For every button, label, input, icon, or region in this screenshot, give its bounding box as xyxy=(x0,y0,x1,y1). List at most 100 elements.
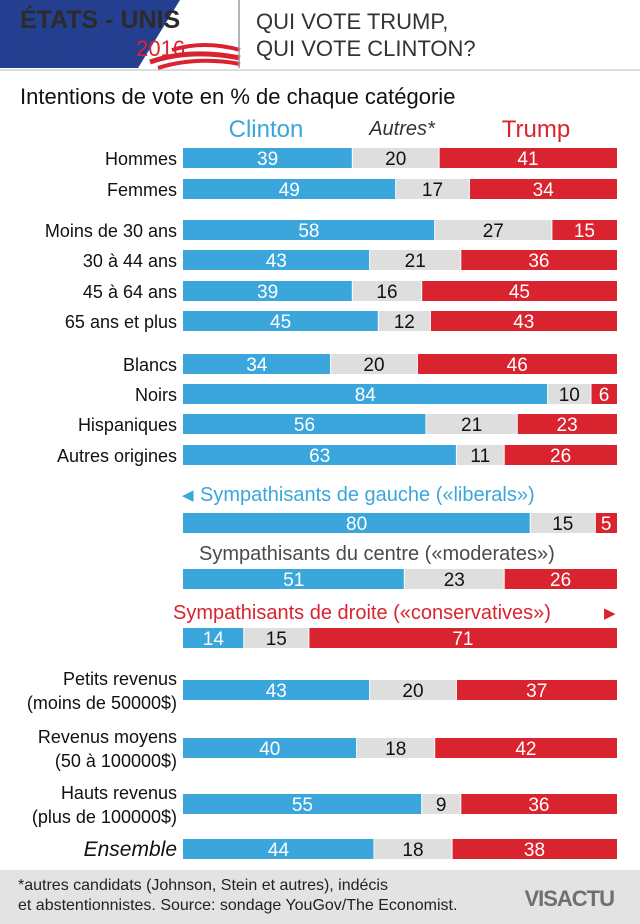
row-label: Ensemble xyxy=(84,838,177,861)
header-year: 2016 xyxy=(136,36,185,61)
bar-autres xyxy=(404,569,505,589)
header-subtitle: ÉLECTION 2016 xyxy=(20,36,185,61)
bar-trump xyxy=(417,354,617,374)
row-label: 65 ans et plus xyxy=(65,312,177,332)
data-label-autres: 11 xyxy=(470,446,490,467)
data-label-autres: 17 xyxy=(422,180,443,201)
data-label-clinton: 63 xyxy=(309,446,330,467)
bar-trump xyxy=(469,179,617,199)
data-label-autres: 21 xyxy=(461,415,482,436)
group-gauche-header: ◀ Sympathisants de gauche («liberals») xyxy=(182,484,535,506)
group-droite-label: Sympathisants de droite («conservatives»… xyxy=(173,602,551,624)
bar-trump xyxy=(452,839,617,859)
group-droite-arrow: ▶ xyxy=(604,604,616,622)
group-droite-header: Sympathisants de droite («conservatives»… xyxy=(173,602,616,624)
bar-autres xyxy=(374,839,453,859)
row-label-sub: (moins de 50000$) xyxy=(27,693,177,713)
bar-clinton xyxy=(183,220,435,240)
chart-title: Intentions de vote en % de chaque catégo… xyxy=(20,84,455,109)
row-label: Hommes xyxy=(105,149,177,169)
bar-trump xyxy=(456,680,617,700)
data-label-clinton: 44 xyxy=(268,840,290,861)
legend-trump: Trump xyxy=(502,116,570,143)
bar-trump xyxy=(421,281,617,301)
data-label-clinton: 45 xyxy=(270,312,291,333)
data-label-autres: 16 xyxy=(376,282,397,303)
footnote: *autres candidats (Johnson, Stein et aut… xyxy=(18,876,518,916)
row-label: Hauts revenus xyxy=(61,783,177,803)
bar-autres xyxy=(352,281,422,301)
bar-clinton xyxy=(183,148,353,168)
row-label-sub: (plus de 100000$) xyxy=(32,807,177,827)
data-label-autres: 23 xyxy=(444,570,465,591)
data-label-trump: 38 xyxy=(524,840,545,861)
data-label-trump: 43 xyxy=(513,312,534,333)
data-label-trump: 41 xyxy=(517,149,538,170)
chart: ÉTATS - UNIS ÉLECTION 2016 QUI VOTE TRUM… xyxy=(0,0,640,861)
data-label-clinton: 80 xyxy=(346,514,367,535)
bar-autres xyxy=(369,680,457,700)
bar-trump xyxy=(551,220,617,240)
bar-trump xyxy=(460,794,617,814)
data-label-trump: 26 xyxy=(550,446,571,467)
data-label-autres: 18 xyxy=(385,739,406,760)
row-label: 30 à 44 ans xyxy=(83,251,177,271)
bar-autres xyxy=(434,220,552,240)
data-label-clinton: 49 xyxy=(279,180,300,201)
bar-clinton xyxy=(183,794,422,814)
header-election: ÉLECTION xyxy=(20,36,130,61)
row-label: Petits revenus xyxy=(63,669,177,689)
data-label-autres: 15 xyxy=(266,629,287,650)
bar-trump xyxy=(595,513,617,533)
data-label-trump: 36 xyxy=(528,795,549,816)
us-flag-icon xyxy=(0,0,241,70)
footer: *autres candidats (Johnson, Stein et aut… xyxy=(0,870,640,924)
legend: Clinton Autres* Trump xyxy=(229,116,571,143)
data-label-trump: 46 xyxy=(507,355,528,376)
header: ÉTATS - UNIS ÉLECTION 2016 QUI VOTE TRUM… xyxy=(0,0,640,71)
bar-clinton xyxy=(183,384,548,404)
bar-autres xyxy=(356,738,435,758)
bar-autres xyxy=(426,414,518,434)
data-label-autres: 9 xyxy=(436,795,447,816)
data-label-autres: 18 xyxy=(402,840,423,861)
bar-clinton xyxy=(183,250,370,270)
data-label-trump: 26 xyxy=(550,570,571,591)
row-label: Blancs xyxy=(123,355,177,375)
bar-autres xyxy=(243,628,309,648)
bar-trump xyxy=(504,445,617,465)
data-label-trump: 42 xyxy=(515,739,536,760)
bar-clinton xyxy=(183,513,531,533)
data-label-autres: 20 xyxy=(363,355,384,376)
bar-trump xyxy=(504,569,617,589)
data-label-trump: 37 xyxy=(526,681,547,702)
bar-trump xyxy=(434,738,617,758)
footnote-line2: et abstentionnistes. Source: sondage You… xyxy=(18,897,458,914)
row-label: Autres origines xyxy=(57,446,177,466)
row-label: Hispaniques xyxy=(78,415,177,435)
data-label-trump: 5 xyxy=(601,514,612,535)
data-label-trump: 34 xyxy=(533,180,555,201)
bar-autres xyxy=(421,794,461,814)
bar-trump xyxy=(439,148,617,168)
data-label-clinton: 34 xyxy=(246,355,268,376)
bar-autres xyxy=(395,179,470,199)
legend-autres: Autres* xyxy=(368,118,436,140)
data-label-autres: 20 xyxy=(402,681,423,702)
data-label-trump: 45 xyxy=(509,282,530,303)
legend-clinton: Clinton xyxy=(229,116,304,143)
bar-trump xyxy=(308,628,617,648)
group-centre-label: Sympathisants du centre («moderates») xyxy=(199,543,555,565)
bar-trump xyxy=(430,311,617,331)
row-label-sub: (50 à 100000$) xyxy=(55,751,177,771)
data-label-clinton: 56 xyxy=(294,415,315,436)
footnote-line1: *autres candidats (Johnson, Stein et aut… xyxy=(18,877,388,894)
data-label-trump: 6 xyxy=(599,385,610,406)
visactu-logo: VISACTU xyxy=(524,886,615,911)
row-labels: Hommes Femmes Moins de 30 ans 30 à 44 ans 45… xyxy=(27,149,177,861)
data-label-clinton: 84 xyxy=(355,385,377,406)
headline-line1: QUI VOTE TRUMP, xyxy=(256,9,448,34)
row-label: Noirs xyxy=(135,385,177,405)
data-label-clinton: 58 xyxy=(298,221,319,242)
data-label-trump: 23 xyxy=(557,415,578,436)
